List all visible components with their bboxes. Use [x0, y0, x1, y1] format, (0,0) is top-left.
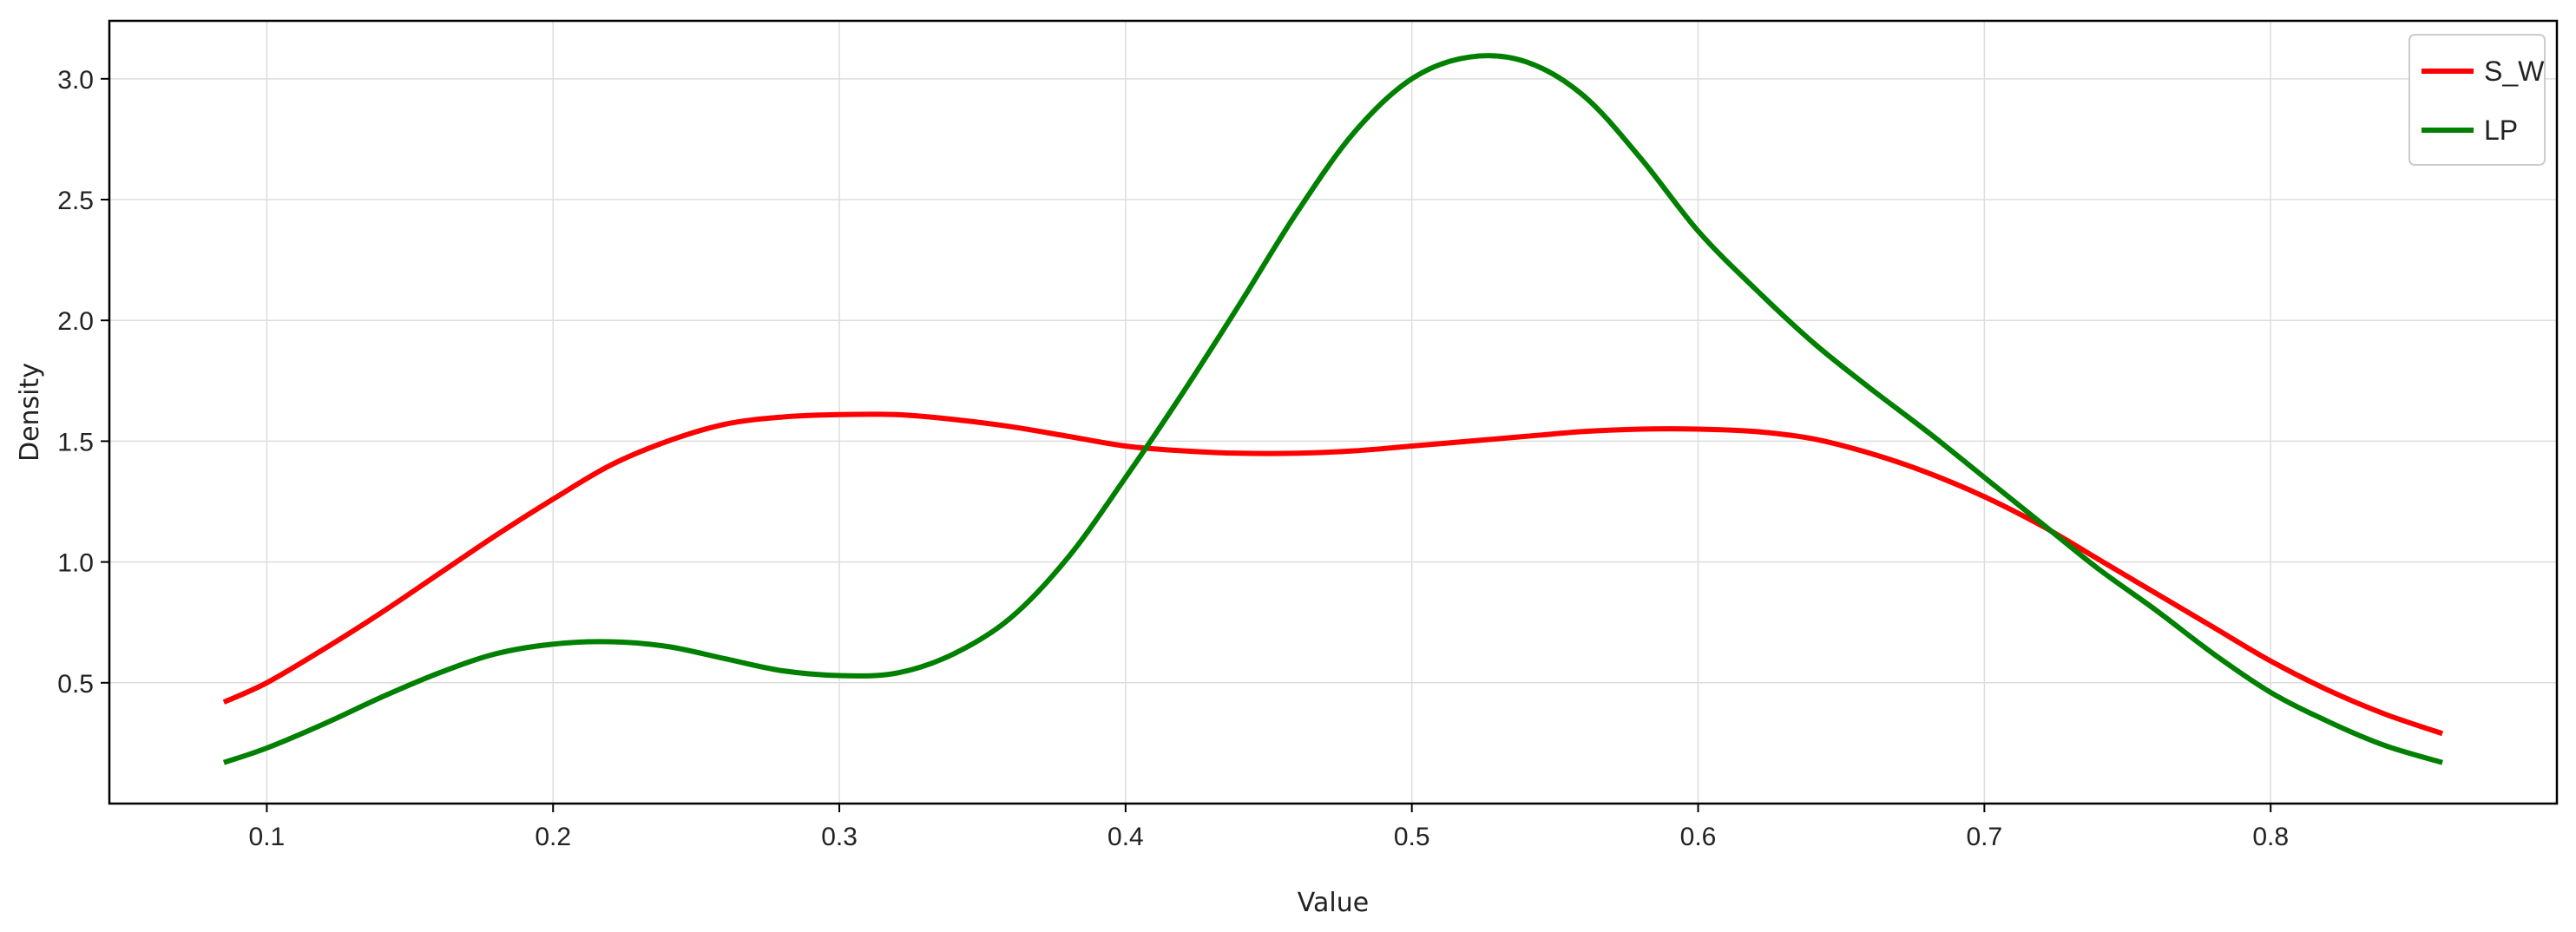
- grid-lines: [109, 21, 2557, 804]
- y-axis-label: Density: [15, 363, 45, 462]
- series-lines: [222, 53, 2444, 765]
- y-tick-label: 3.0: [57, 66, 94, 95]
- x-tick-label: 0.8: [2252, 823, 2289, 851]
- plot-frame: [108, 19, 2559, 805]
- y-tick-label: 2.5: [57, 187, 94, 215]
- legend-box: [2408, 34, 2546, 166]
- x-tick-label: 0.2: [535, 823, 571, 851]
- series-line-s-w: [222, 411, 2444, 737]
- x-tick-label: 0.3: [821, 823, 858, 851]
- x-tick-label: 0.5: [1394, 823, 1430, 851]
- y-tick-label: 1.5: [57, 428, 94, 456]
- y-tick-label: 2.0: [57, 307, 94, 336]
- x-tick-label: 0.6: [1680, 823, 1717, 851]
- series-line-lp: [222, 53, 2443, 765]
- x-tick-label: 0.1: [249, 823, 286, 851]
- y-axis-ticks: 0.5 1.0 1.5 2.0 2.5 3.0: [57, 66, 109, 699]
- y-tick-label: 0.5: [57, 670, 94, 699]
- x-axis-ticks: 0.1 0.2 0.3 0.4 0.5 0.6 0.7 0.8: [249, 804, 2289, 851]
- x-tick-label: 0.4: [1107, 823, 1144, 851]
- legend-label-s-w: S_W: [2484, 56, 2545, 87]
- x-tick-label: 0.7: [1966, 823, 2002, 851]
- y-tick-label: 1.0: [57, 549, 94, 578]
- legend-label-lp: LP: [2484, 115, 2518, 146]
- legend: S_W LP: [2408, 34, 2546, 166]
- x-axis-label: Value: [1298, 888, 1369, 918]
